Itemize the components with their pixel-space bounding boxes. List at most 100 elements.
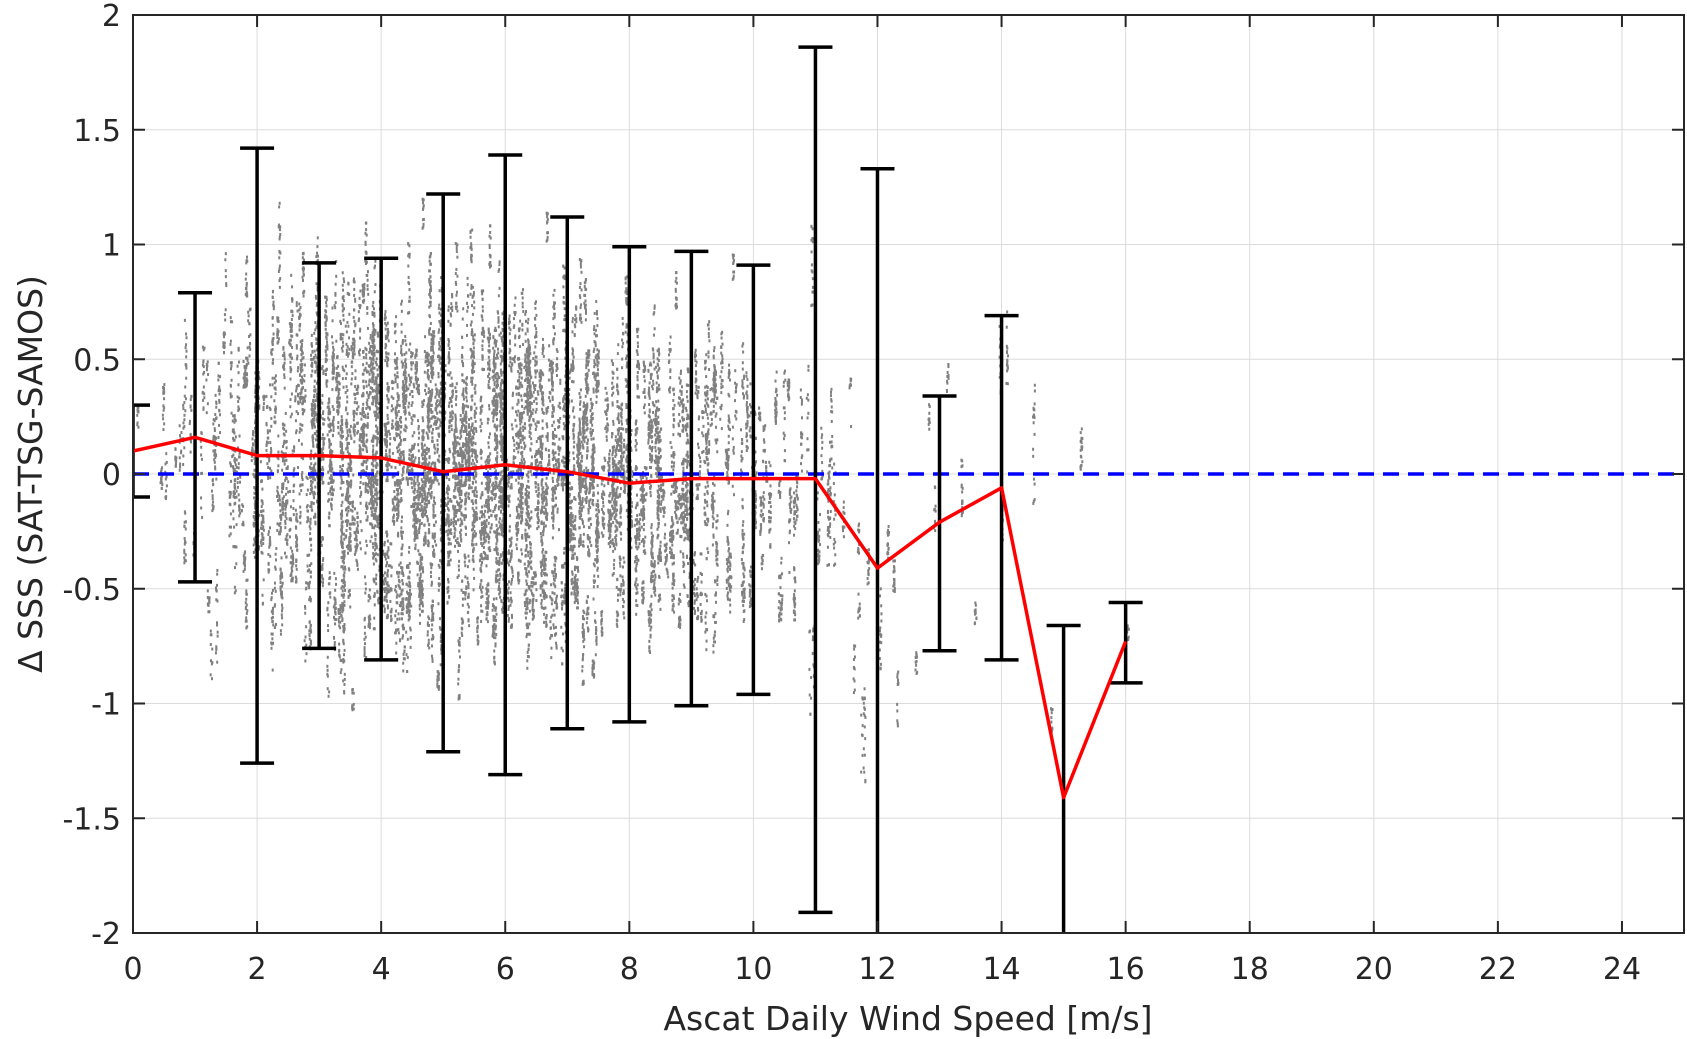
scatter-point (353, 410, 356, 414)
scatter-point (346, 436, 349, 440)
scatter-point (433, 443, 436, 447)
scatter-point (375, 392, 378, 396)
scatter-point (336, 355, 339, 359)
scatter-point (386, 465, 389, 469)
scatter-point (386, 550, 389, 554)
scatter-point (183, 394, 186, 398)
scatter-point (448, 529, 451, 533)
scatter-point (305, 625, 308, 629)
scatter-point (310, 488, 313, 492)
scatter-point (374, 515, 377, 519)
scatter-point (382, 552, 385, 556)
scatter-point (349, 485, 352, 489)
scatter-point (243, 376, 246, 380)
scatter-point (237, 383, 240, 387)
scatter-point (353, 352, 356, 356)
scatter-point (271, 323, 274, 327)
scatter-point (386, 336, 389, 340)
scatter-point (283, 357, 286, 361)
scatter-point (409, 628, 412, 632)
scatter-point (395, 432, 398, 436)
scatter-point (393, 496, 396, 500)
scatter-point (429, 321, 432, 325)
scatter-point (315, 438, 318, 442)
scatter-point (399, 601, 402, 605)
scatter-point (352, 516, 355, 520)
scatter-point (417, 487, 420, 491)
scatter-point (295, 344, 298, 348)
scatter-point (363, 575, 366, 579)
scatter-point (278, 228, 281, 232)
scatter-point (393, 474, 396, 478)
scatter-point (350, 522, 353, 526)
scatter-point (377, 596, 380, 600)
scatter-point (404, 368, 407, 372)
scatter-point (295, 346, 298, 350)
scatter-point (349, 544, 352, 548)
scatter-point (355, 558, 358, 562)
scatter-point (396, 533, 399, 537)
scatter-point (353, 433, 356, 437)
scatter-point (333, 615, 336, 619)
scatter-point (218, 398, 221, 402)
scatter-point (414, 546, 417, 550)
scatter-point (375, 474, 378, 478)
scatter-point (267, 476, 270, 480)
scatter-point (400, 589, 403, 593)
scatter-point (373, 290, 376, 294)
scatter-point (371, 512, 374, 516)
scatter-point (371, 350, 374, 354)
scatter-point (422, 403, 425, 407)
scatter-point (272, 358, 275, 362)
scatter-point (386, 321, 389, 325)
scatter-point (438, 460, 441, 464)
scatter-point (418, 461, 421, 465)
scatter-point (372, 300, 375, 304)
scatter-point (290, 579, 293, 583)
scatter-point (289, 398, 292, 402)
scatter-point (299, 340, 302, 344)
scatter-point (423, 523, 426, 527)
scatter-point (336, 396, 339, 400)
scatter-point (353, 319, 356, 323)
scatter-point (277, 450, 280, 454)
scatter-point (410, 476, 413, 480)
scatter-point (353, 400, 356, 404)
scatter-point (326, 687, 329, 691)
scatter-point (365, 544, 368, 548)
scatter-point (337, 412, 340, 416)
scatter-point (345, 418, 348, 422)
scatter-point (447, 305, 450, 309)
scatter-point (229, 512, 232, 516)
scatter-point (273, 626, 276, 630)
scatter-point (429, 327, 432, 331)
scatter-point (275, 558, 278, 562)
scatter-point (201, 345, 204, 349)
scatter-point (330, 469, 333, 473)
scatter-point (351, 691, 354, 695)
scatter-point (402, 373, 405, 377)
scatter-point (324, 372, 327, 376)
scatter-point (396, 593, 399, 597)
scatter-point (180, 449, 183, 453)
scatter-point (419, 509, 422, 513)
scatter-point (324, 295, 327, 299)
scatter-point (339, 321, 342, 325)
scatter-point (362, 461, 365, 465)
scatter-point (397, 510, 400, 514)
scatter-point (404, 339, 407, 343)
scatter-point (340, 346, 343, 350)
scatter-point (405, 597, 408, 601)
scatter-point (242, 359, 245, 363)
scatter-point (352, 277, 355, 281)
scatter-point (309, 628, 312, 632)
scatter-point (455, 243, 458, 247)
scatter-point (322, 557, 325, 561)
scatter-point (367, 416, 370, 420)
scatter-point (296, 548, 299, 552)
scatter-point (359, 446, 362, 450)
scatter-point (216, 583, 219, 587)
scatter-point (336, 384, 339, 388)
scatter-point (412, 508, 415, 512)
